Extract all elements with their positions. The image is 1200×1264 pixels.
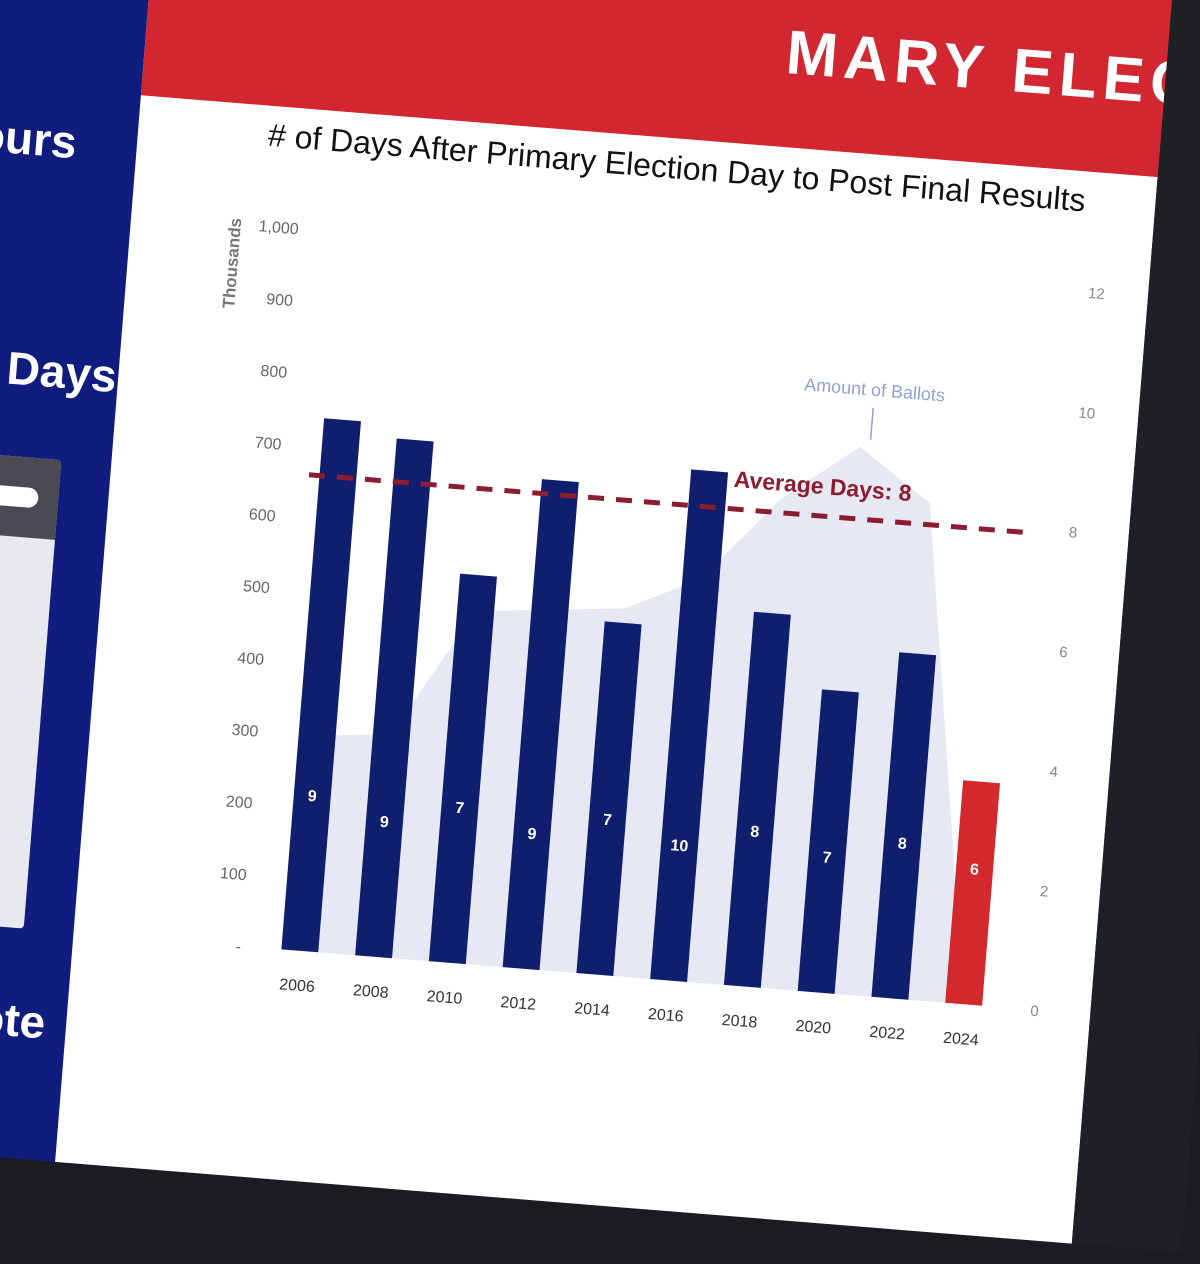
ballots-area-pointer xyxy=(869,407,874,440)
bar-day-label: 6 xyxy=(969,861,979,879)
right-axis-tick: 12 xyxy=(1087,285,1105,303)
right-axis-tick: 4 xyxy=(1049,763,1059,781)
bar-2012 xyxy=(502,479,579,971)
left-axis-tick: 900 xyxy=(266,291,294,310)
phone-preview-image xyxy=(0,449,62,929)
left-axis-tick: 100 xyxy=(219,865,247,884)
bar-day-label: 9 xyxy=(307,788,317,806)
left-panel-text-hours: ours xyxy=(0,108,79,169)
bar-2008 xyxy=(355,438,434,959)
x-tick-label: 2006 xyxy=(279,976,316,996)
bar-day-label: 9 xyxy=(379,814,389,832)
bar-day-label: 9 xyxy=(527,826,537,844)
bar-2006 xyxy=(281,418,361,953)
average-line xyxy=(308,472,1029,536)
left-axis-tick: 300 xyxy=(231,722,259,741)
ballots-area-label: Amount of Ballots xyxy=(804,374,946,405)
left-axis-tick: 500 xyxy=(242,578,270,597)
right-axis-tick: 8 xyxy=(1068,524,1078,542)
right-axis-tick: 6 xyxy=(1059,644,1069,662)
left-axis-tick: 700 xyxy=(254,435,282,454)
x-tick-label: 2016 xyxy=(647,1006,684,1026)
left-panel-text-vote: .Vote xyxy=(0,987,48,1049)
bar-day-label: 8 xyxy=(897,835,907,853)
left-axis-title: Thousands xyxy=(219,217,245,309)
x-tick-label: 2008 xyxy=(352,982,389,1002)
left-panel-text-days: 6 Days xyxy=(0,338,119,403)
x-tick-label: 2012 xyxy=(500,994,537,1014)
bar-2014 xyxy=(576,621,642,977)
x-tick-label: 2018 xyxy=(721,1012,758,1032)
right-axis-tick: 10 xyxy=(1078,405,1096,423)
bar-2024 xyxy=(945,780,1001,1006)
left-axis-tick: 800 xyxy=(260,363,288,382)
left-axis-tick: 600 xyxy=(248,506,276,525)
bar-2018 xyxy=(723,611,791,988)
left-axis-tick: 200 xyxy=(225,793,253,812)
chart: # of Days After Primary Election Day to … xyxy=(219,117,1105,1050)
bar-day-label: 7 xyxy=(455,800,465,818)
x-tick-label: 2014 xyxy=(574,1000,611,1020)
x-tick-label: 2022 xyxy=(869,1024,906,1044)
bar-day-label: 8 xyxy=(750,824,760,842)
left-axis-tick: - xyxy=(235,939,242,956)
banner-title: MARY ELECTIONS xyxy=(783,18,1200,138)
x-tick-label: 2020 xyxy=(795,1018,832,1038)
bar-day-label: 10 xyxy=(670,837,689,855)
left-axis-tick: 400 xyxy=(237,650,265,669)
bar-2016 xyxy=(650,469,729,982)
bar-2020 xyxy=(797,689,859,994)
bar-2010 xyxy=(428,573,497,965)
left-axis-tick: 1,000 xyxy=(258,218,299,238)
bar-2022 xyxy=(871,652,937,1000)
right-axis-tick: 0 xyxy=(1030,1003,1040,1021)
x-tick-label: 2024 xyxy=(942,1030,979,1050)
bar-day-label: 7 xyxy=(822,849,832,867)
bar-day-label: 7 xyxy=(602,812,612,830)
x-tick-label: 2010 xyxy=(426,988,463,1008)
right-axis-tick: 2 xyxy=(1039,883,1049,901)
